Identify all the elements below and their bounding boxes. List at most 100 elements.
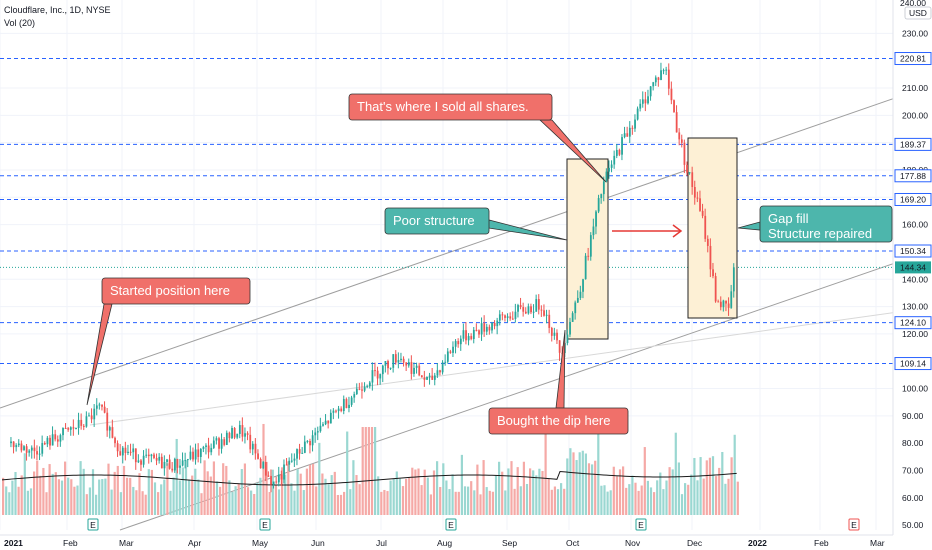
price-tick-label: 60.00 xyxy=(902,493,924,503)
volume-bar xyxy=(169,490,172,515)
volume-bar xyxy=(476,464,479,515)
candle-body xyxy=(72,427,75,429)
candle-body xyxy=(85,416,88,427)
candle-body xyxy=(101,404,103,407)
volume-bar xyxy=(662,489,665,515)
candle-body xyxy=(699,198,701,211)
candle-body xyxy=(657,77,660,80)
volume-bar xyxy=(330,475,333,515)
candle-body xyxy=(192,451,194,460)
volume-bar xyxy=(312,463,315,515)
volume-bar xyxy=(615,476,618,515)
candle-body xyxy=(600,194,603,199)
volume-bar xyxy=(634,482,637,515)
volume-bar xyxy=(141,491,144,515)
volume-bar xyxy=(417,468,420,515)
candle-body xyxy=(33,447,36,452)
candle-body xyxy=(441,362,444,373)
candle-body xyxy=(262,462,265,469)
candle-body xyxy=(530,306,532,313)
volume-bar xyxy=(628,484,631,515)
candle-body xyxy=(80,419,83,426)
candle-body xyxy=(418,365,421,376)
candle-body xyxy=(719,301,722,308)
candle-body xyxy=(272,481,275,485)
volume-bar xyxy=(584,453,587,515)
volume-bar xyxy=(693,457,696,515)
volume-bar xyxy=(277,489,281,515)
volume-bar xyxy=(45,492,48,515)
level-price-label: 220.81 xyxy=(900,54,926,64)
last-price-tag xyxy=(895,261,931,274)
candle-body xyxy=(90,415,93,420)
candle-body xyxy=(569,321,571,335)
candle-body xyxy=(199,448,202,457)
volume-bar xyxy=(482,460,485,515)
candle-body xyxy=(392,354,395,368)
candle-body xyxy=(519,305,522,308)
candle-body xyxy=(506,316,509,318)
candle-body xyxy=(145,454,148,456)
volume-bar xyxy=(265,461,268,515)
volume-bar xyxy=(656,480,659,515)
volume-bar xyxy=(587,463,591,515)
volume-bar xyxy=(473,490,476,515)
level-price-tag xyxy=(894,52,932,66)
candle-body xyxy=(342,399,345,412)
volume-bar xyxy=(237,483,240,515)
candle-body xyxy=(400,358,402,361)
earnings-marker xyxy=(87,518,99,531)
level-price-tag xyxy=(894,169,932,183)
volume-bar xyxy=(308,464,312,515)
note-bought-text: Bought the dip here xyxy=(497,413,610,428)
candle-body xyxy=(478,330,480,335)
candle-body xyxy=(285,464,288,466)
candle-body xyxy=(49,437,51,446)
candle-body xyxy=(662,70,665,72)
volume-bar xyxy=(479,494,482,515)
candle-body xyxy=(337,408,340,412)
note-started-box xyxy=(101,277,251,305)
candle-body xyxy=(488,326,491,331)
volume-bar xyxy=(460,454,463,515)
candle-body xyxy=(426,377,428,380)
volume-bar xyxy=(324,478,327,515)
volume-bar xyxy=(305,468,308,515)
highlight-boxes xyxy=(566,137,738,340)
earnings-marker-label: E xyxy=(851,520,857,530)
candle-body xyxy=(88,415,90,417)
candle-body xyxy=(423,377,426,380)
earnings-marker-label: E xyxy=(90,520,96,530)
level-price-label: 109.14 xyxy=(900,359,926,369)
volume-bar xyxy=(398,478,401,515)
candle-body xyxy=(212,440,215,448)
price-tick-label: 100.00 xyxy=(902,384,928,394)
gap-arrow-head xyxy=(672,224,683,238)
note-poor: Poor structure xyxy=(384,207,568,241)
volume-bar xyxy=(519,486,522,515)
symbol-title: Cloudflare, Inc., 1D, NYSE xyxy=(4,5,111,15)
candle-body xyxy=(119,451,122,456)
poor-structure-box xyxy=(566,158,609,340)
volume-bar xyxy=(646,480,649,515)
candle-body xyxy=(686,164,688,173)
volume-bar xyxy=(550,489,553,515)
volume-bar xyxy=(525,483,529,515)
volume-bar xyxy=(659,472,662,515)
candle-body xyxy=(108,427,111,431)
volume-bar xyxy=(349,489,352,515)
candle-body xyxy=(462,330,465,339)
candle-body xyxy=(558,340,561,353)
volume-bar xyxy=(358,484,361,515)
volume-bar xyxy=(612,466,615,515)
candle-body xyxy=(639,103,642,109)
price-axis: 240.00USD230.00210.00200.00190.00180.001… xyxy=(892,0,932,550)
price-tick-label: 160.00 xyxy=(902,220,928,230)
volume-bar xyxy=(339,494,343,515)
candle-body xyxy=(54,434,57,440)
candle-body xyxy=(166,459,168,462)
candle-body xyxy=(28,450,31,453)
candle-body xyxy=(704,215,707,239)
volume-bar xyxy=(618,469,622,515)
